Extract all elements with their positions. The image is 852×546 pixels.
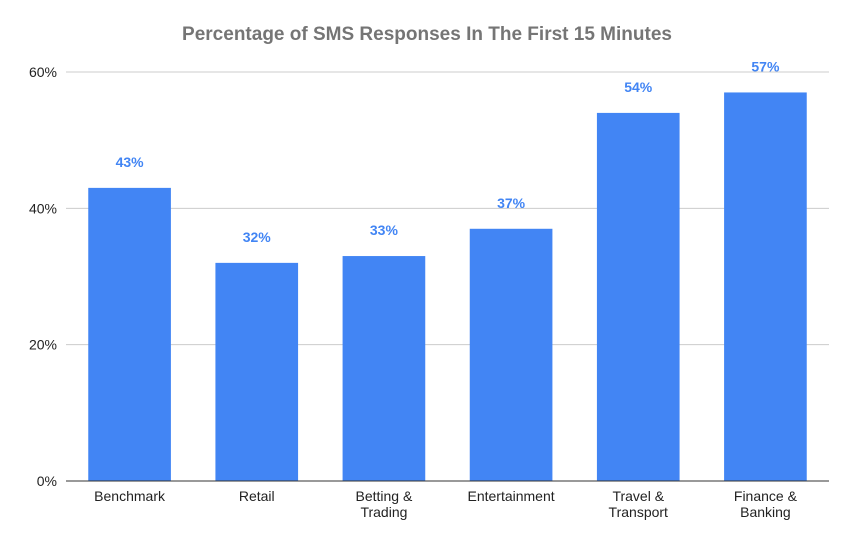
bar	[724, 92, 807, 481]
x-tick-label: Betting & Trading	[356, 488, 413, 520]
bar	[215, 262, 299, 481]
bar	[469, 228, 553, 481]
bars	[88, 92, 807, 482]
data-label: 33%	[370, 222, 399, 238]
y-tick-label: 40%	[29, 200, 57, 216]
x-tick-label: Retail	[239, 488, 275, 504]
data-label: 37%	[497, 195, 526, 211]
data-label: 54%	[624, 79, 653, 95]
data-label: 57%	[751, 58, 780, 74]
y-tick-label: 20%	[29, 337, 57, 353]
category-labels: Benchmark Retail Betting & Trading Entertain…	[94, 488, 797, 520]
chart-title: Percentage of SMS Responses In The First…	[182, 24, 672, 45]
gridlines	[66, 71, 829, 346]
bar	[88, 187, 171, 481]
data-label: 32%	[243, 229, 272, 245]
data-label: 43%	[116, 154, 145, 170]
x-tick-label: Benchmark	[94, 488, 166, 504]
y-tick-label: 0%	[37, 473, 57, 489]
x-tick-label: Entertainment	[467, 488, 554, 504]
bar	[596, 112, 680, 482]
y-tick-label: 60%	[29, 64, 57, 80]
x-tick-label: Finance & Banking	[734, 488, 798, 520]
data-labels: 43% 32% 33% 37% 54% 57%	[116, 58, 780, 244]
y-axis-ticks: 0% 20% 40% 60%	[29, 64, 57, 489]
bar	[342, 256, 426, 481]
x-tick-label: Travel & Transport	[609, 488, 669, 520]
